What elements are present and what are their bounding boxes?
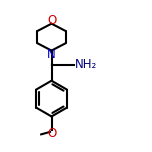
Text: O: O — [47, 127, 56, 140]
Text: NH₂: NH₂ — [75, 58, 97, 71]
Text: O: O — [47, 14, 56, 27]
Text: N: N — [47, 48, 56, 61]
